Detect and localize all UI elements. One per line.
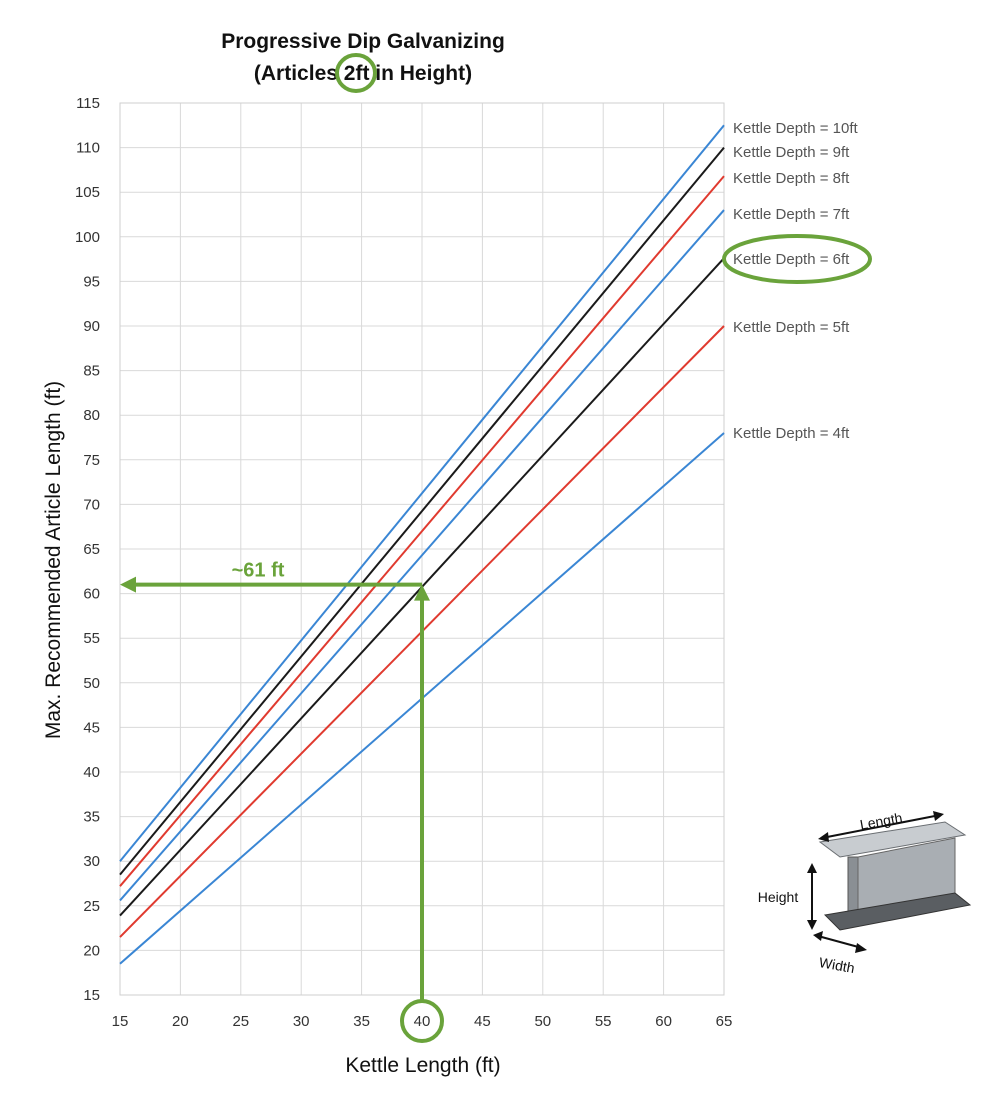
length-arrowhead-right	[933, 811, 944, 821]
y-tick-label: 95	[83, 273, 100, 290]
series-line	[119, 209, 725, 902]
annotation: ~61 ft	[120, 560, 444, 1043]
width-arrowhead-right	[855, 943, 867, 953]
y-tick-label: 100	[75, 229, 100, 246]
series-label: Kettle Depth = 10ft	[733, 120, 858, 137]
beam-bottom-flange	[823, 892, 972, 931]
height-arrowhead-bottom	[807, 920, 817, 930]
y-tick-label: 65	[83, 541, 100, 558]
y-axis-label: Max. Recommended Article Length (ft)	[42, 381, 65, 739]
x-tick-highlight-circle	[400, 999, 444, 1043]
x-axis-label: Kettle Length (ft)	[345, 1054, 500, 1077]
y-tick-label: 15	[83, 987, 100, 1004]
chart-title: Progressive Dip Galvanizing	[221, 30, 505, 53]
y-tick-label: 115	[76, 95, 100, 112]
x-tick-label: 40	[414, 1013, 431, 1030]
series-line	[119, 146, 725, 876]
y-tick-label: 40	[83, 764, 100, 781]
y-tick-label: 75	[83, 452, 100, 469]
y-tick-label: 45	[83, 719, 100, 736]
y-tick-label: 20	[83, 942, 100, 959]
width-label: Width	[818, 954, 856, 976]
height-label: Height	[758, 889, 799, 905]
x-tick-label: 20	[172, 1013, 189, 1030]
series-label: Kettle Depth = 9ft	[733, 144, 850, 161]
beam-web	[847, 856, 859, 916]
x-tick-label: 60	[655, 1013, 672, 1030]
series-label: Kettle Depth = 6ft	[733, 251, 850, 268]
series-line	[119, 124, 725, 862]
series-label: Kettle Depth = 5ft	[733, 319, 850, 336]
series-label: Kettle Depth = 4ft	[733, 425, 850, 442]
y-tick-label: 25	[83, 898, 100, 915]
y-tick-label: 55	[83, 630, 100, 647]
y-tick-label: 35	[83, 809, 100, 826]
y-tick-label: 80	[83, 407, 100, 424]
annotation-arrowhead-left	[120, 576, 136, 593]
x-tick-label: 55	[595, 1013, 612, 1030]
x-tick-label: 50	[534, 1013, 551, 1030]
x-tick-label: 25	[232, 1013, 249, 1030]
y-tick-label: 85	[83, 363, 100, 380]
height-arrowhead-top	[807, 863, 817, 873]
y-tick-label: 110	[76, 140, 100, 157]
y-tick-label: 105	[75, 184, 100, 201]
x-tick-label: 65	[716, 1013, 733, 1030]
annotation-arrowhead-up	[414, 584, 430, 601]
series-labels: Kettle Depth = 10ft Kettle Depth = 9ft Ket…	[722, 120, 872, 442]
x-tick-label: 35	[353, 1013, 370, 1030]
y-tick-label: 60	[83, 586, 100, 603]
x-tick-label: 45	[474, 1013, 491, 1030]
length-label: Length	[859, 809, 904, 832]
width-arrow	[817, 935, 863, 949]
tick-labels: 15 20 25 30 35 40 45 50 55 60 65 15 20 25 30 35 40 45 50 55…	[75, 95, 732, 1030]
series-line	[119, 175, 725, 887]
series-label: Kettle Depth = 8ft	[733, 170, 850, 187]
y-tick-label: 50	[83, 675, 100, 692]
subtitle-highlight-circle	[335, 53, 377, 93]
length-arrow	[821, 814, 941, 839]
y-tick-label: 70	[83, 496, 100, 513]
y-tick-label: 30	[83, 853, 100, 870]
series-label: Kettle Depth = 7ft	[733, 206, 850, 223]
chart-subtitle: (Articles 2ft in Height)	[254, 62, 472, 85]
beam-diagram: Length Height Width	[758, 809, 972, 976]
x-tick-label: 30	[293, 1013, 310, 1030]
length-arrowhead-left	[818, 832, 829, 842]
width-arrowhead-left	[813, 931, 823, 941]
x-tick-label: 15	[112, 1013, 129, 1030]
beam-top-flange	[818, 821, 967, 858]
y-tick-label: 90	[83, 318, 100, 335]
annotation-label: ~61 ft	[232, 560, 285, 582]
series-label-highlight-circle	[722, 234, 872, 284]
